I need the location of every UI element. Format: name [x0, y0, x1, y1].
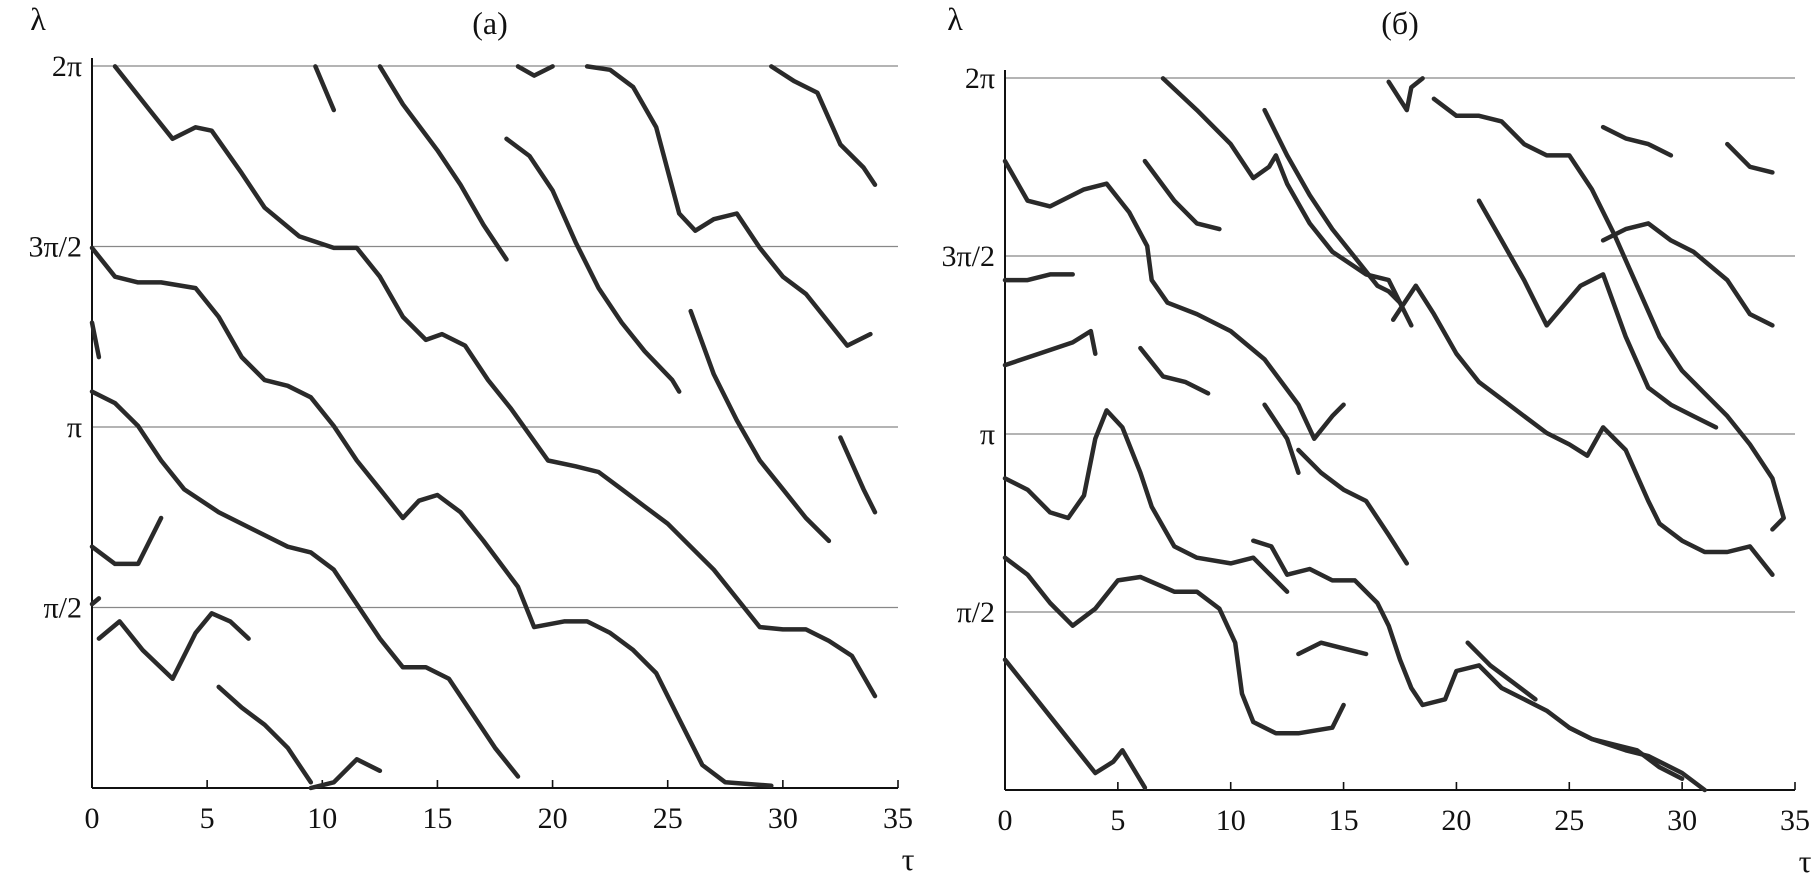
trajectory-3: [96, 611, 251, 682]
trajectory-1: [89, 245, 774, 788]
trajectory-11: [1390, 283, 1775, 577]
x-tick-label-2: 10: [1216, 804, 1246, 837]
trajectory-15: [1476, 198, 1719, 430]
x-tick-label-3: 15: [1329, 804, 1359, 837]
x-tick-label-3: 15: [422, 802, 452, 835]
trajectory-13: [1431, 96, 1786, 532]
trajectory-16: [1600, 221, 1775, 328]
panel-a: 0 5 10 15 20 25 30 35 π/2 π 3π/2 2πλ τ (a): [29, 1, 915, 877]
x-tick-label-0: 0: [85, 802, 100, 835]
trajectory-2: [1002, 328, 1098, 368]
trajectory-9: [313, 64, 337, 113]
y-tick-label-3: 2π: [965, 62, 995, 95]
trajectory-8: [308, 757, 383, 791]
y-tick-label-0: π/2: [957, 596, 995, 629]
y-tick-label-0: π/2: [44, 592, 82, 625]
trajectory-12: [515, 64, 555, 78]
trajectory-5: [89, 515, 164, 567]
trajectory-3: [1002, 408, 1290, 594]
y-axis-label: λ: [947, 1, 963, 37]
trajectory-6: [1138, 345, 1211, 396]
panel-b: 0 5 10 15 20 25 30 35 π/2 π 3π/2 2πλ τ (б): [942, 1, 1812, 879]
x-axis-label: τ: [902, 841, 915, 877]
y-tick-label-3: 2π: [52, 50, 82, 83]
trajectory-17: [1567, 725, 1685, 781]
y-axis-label: λ: [30, 1, 46, 37]
trajectory-15: [769, 64, 878, 187]
trajectory-20: [1262, 402, 1301, 475]
trajectory-16: [838, 435, 878, 515]
trajectory-11: [504, 136, 682, 394]
y-tick-label-1: π: [980, 418, 995, 451]
panel-title: (a): [472, 5, 508, 41]
trajectory-21: [1600, 124, 1674, 158]
x-tick-label-1: 5: [200, 802, 215, 835]
trajectory-0: [1002, 158, 1346, 441]
y-tick-label-2: 3π/2: [29, 231, 82, 264]
x-tick-label-4: 20: [538, 802, 568, 835]
x-tick-label-7: 35: [883, 802, 913, 835]
x-axis-label: τ: [1799, 843, 1812, 879]
trajectory-10: [377, 64, 509, 262]
trajectory-8: [1160, 76, 1414, 328]
trajectory-13: [584, 64, 873, 348]
x-tick-label-6: 30: [1667, 804, 1697, 837]
x-tick-label-6: 30: [768, 802, 798, 835]
trajectory-7: [1142, 158, 1222, 232]
trajectory-7: [216, 684, 314, 785]
trajectory-9: [1262, 107, 1403, 305]
trajectory-22: [1725, 141, 1775, 175]
trajectory-5: [1002, 657, 1148, 790]
x-tick-label-5: 25: [653, 802, 683, 835]
trajectory-18: [1296, 447, 1410, 566]
trajectory-19: [1296, 640, 1369, 657]
panel-title: (б): [1381, 5, 1419, 41]
trajectory-2: [89, 389, 521, 779]
x-tick-label-2: 10: [307, 802, 337, 835]
trajectory-14: [1465, 640, 1538, 702]
trajectory-0: [112, 64, 878, 699]
x-tick-label-0: 0: [998, 804, 1013, 837]
trajectory-1: [1002, 272, 1075, 283]
trajectory-4: [89, 596, 102, 607]
x-tick-label-7: 35: [1780, 804, 1810, 837]
x-tick-label-4: 20: [1441, 804, 1471, 837]
trajectory-14: [688, 308, 832, 544]
y-tick-label-2: 3π/2: [942, 240, 995, 273]
x-tick-label-1: 5: [1110, 804, 1125, 837]
trajectory-10: [1386, 76, 1425, 113]
y-tick-label-1: π: [67, 411, 82, 444]
x-tick-label-5: 25: [1554, 804, 1584, 837]
trajectory-6: [89, 320, 102, 360]
trajectory-4: [1002, 555, 1346, 736]
